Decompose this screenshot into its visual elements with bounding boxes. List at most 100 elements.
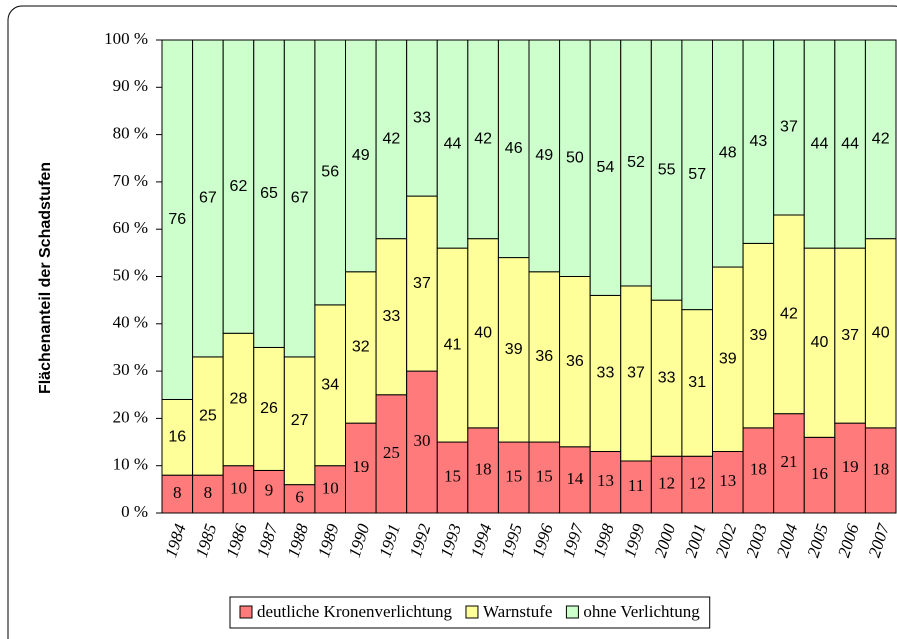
data-label: 76: [168, 211, 186, 228]
bar-segment: [620, 460, 652, 514]
data-label: 56: [321, 164, 339, 181]
bar-segment: [742, 427, 775, 514]
data-label: 34: [321, 377, 339, 394]
data-label: 13: [719, 471, 736, 490]
bar-segment: [803, 247, 836, 438]
bar-segment: [528, 39, 561, 273]
data-label: 19: [842, 457, 859, 476]
data-label: 15: [444, 466, 461, 485]
data-label: 12: [658, 474, 675, 493]
bar-segment: [803, 39, 836, 249]
data-label: 40: [872, 324, 890, 341]
data-label: 44: [841, 135, 859, 152]
data-label: 9: [265, 481, 274, 500]
data-label: 39: [719, 350, 737, 367]
data-label: 41: [444, 336, 462, 353]
data-label: 30: [413, 431, 430, 450]
bar-segment: [620, 39, 652, 287]
data-label: 67: [199, 190, 217, 207]
data-label: 33: [413, 109, 431, 126]
bar-segment: [528, 441, 561, 514]
y-tick-label: 90 %: [113, 76, 148, 95]
bar-segment: [345, 422, 377, 514]
bar-segment: [192, 356, 224, 476]
bar-segment: [345, 39, 377, 273]
data-label: 37: [841, 327, 859, 344]
data-label: 33: [597, 365, 615, 382]
bar-segment: [345, 271, 377, 424]
bar-segment: [589, 39, 622, 296]
bar-segment: [497, 39, 530, 259]
data-label: 6: [295, 488, 304, 507]
data-label: 32: [352, 339, 370, 356]
y-tick-label: 50 %: [113, 265, 148, 284]
bar-segment: [253, 39, 285, 348]
bar-segment: [864, 427, 897, 514]
bar-segment: [742, 39, 775, 244]
bar-segment: [436, 39, 469, 249]
data-label: 62: [230, 178, 248, 195]
data-label: 21: [780, 452, 797, 471]
legend-swatch: [239, 605, 253, 619]
data-label: 10: [230, 478, 247, 497]
bar-segment: [681, 309, 714, 457]
y-tick-label: 60 %: [113, 218, 148, 237]
y-tick-label: 20 %: [113, 407, 148, 426]
data-label: 36: [535, 348, 553, 365]
legend-swatch: [565, 605, 579, 619]
data-label: 36: [566, 353, 584, 370]
data-label: 8: [173, 483, 182, 502]
data-label: 10: [322, 478, 339, 497]
data-label: 16: [811, 464, 828, 483]
data-label: 55: [658, 161, 676, 178]
data-label: 54: [597, 159, 615, 176]
data-label: 40: [474, 324, 492, 341]
data-label: 15: [536, 466, 553, 485]
legend-label: deutliche Kronenverlichtung: [257, 602, 452, 621]
data-label: 57: [688, 166, 706, 183]
bar-segment: [283, 484, 316, 514]
data-label: 67: [291, 190, 309, 207]
bar-segment: [253, 346, 285, 471]
bar-segment: [559, 276, 591, 448]
bar-segment: [864, 238, 897, 429]
y-tick-label: 0 %: [121, 502, 148, 521]
bar-segment: [834, 39, 866, 249]
data-label: 18: [872, 459, 889, 478]
data-label: 40: [811, 334, 829, 351]
bar-segment: [192, 39, 224, 358]
bar-segment: [497, 441, 530, 514]
bar-segment: [467, 238, 499, 429]
legend-swatch: [465, 605, 479, 619]
bar-segment: [222, 332, 255, 467]
data-label: 25: [199, 407, 217, 424]
data-label: 31: [688, 374, 706, 391]
data-label: 42: [780, 306, 798, 323]
legend-label: Warnstufe: [483, 602, 552, 621]
bar-segment: [314, 39, 346, 306]
data-label: 27: [291, 412, 309, 429]
data-label: 39: [505, 341, 523, 358]
data-label: 49: [352, 147, 370, 164]
data-label: 48: [719, 145, 737, 162]
bar-segment: [559, 39, 591, 277]
data-label: 42: [872, 131, 890, 148]
data-label: 18: [475, 459, 492, 478]
y-tick-label: 100 %: [104, 29, 148, 48]
data-label: 19: [352, 457, 369, 476]
data-label: 16: [168, 429, 186, 446]
bar-segment: [712, 39, 744, 268]
data-label: 12: [689, 474, 706, 493]
data-label: 25: [383, 443, 400, 462]
data-label: 49: [535, 147, 553, 164]
data-label: 37: [780, 119, 798, 136]
data-label: 50: [566, 149, 584, 166]
bar-segment: [161, 39, 194, 400]
data-label: 52: [627, 154, 645, 171]
y-tick-label: 40 %: [113, 313, 148, 332]
data-label: 11: [628, 476, 644, 495]
data-label: 28: [230, 391, 248, 408]
data-label: 14: [566, 469, 584, 488]
bar-segment: [620, 285, 652, 462]
